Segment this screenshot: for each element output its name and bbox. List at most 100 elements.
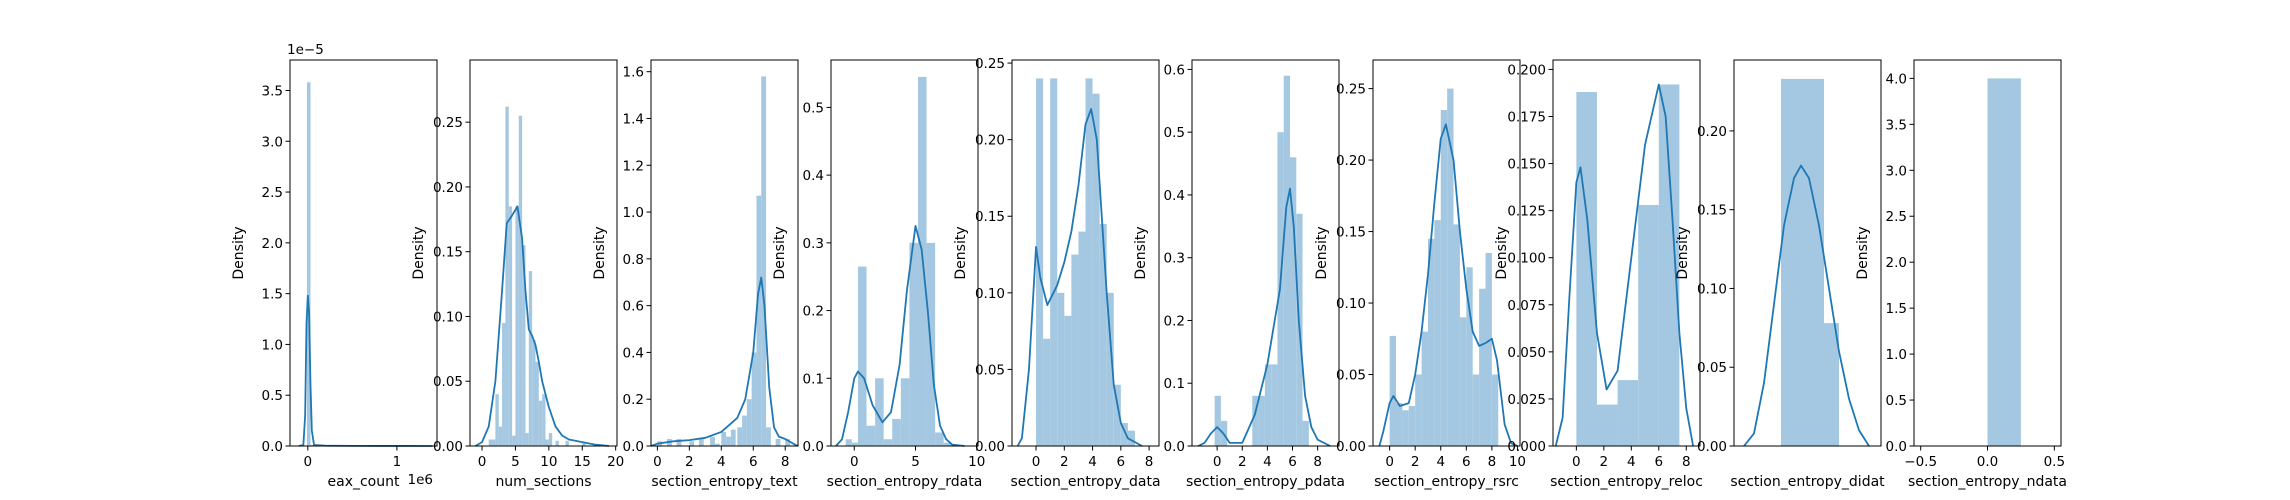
histogram-bar — [883, 439, 893, 446]
y-tick-label: 2.0 — [262, 236, 283, 252]
y-axis-label: Density — [231, 226, 247, 279]
y-tick-label: 0.10 — [1697, 281, 1727, 297]
x-tick-label: 0.0 — [1977, 454, 1998, 470]
subplot-10: 0.00.51.01.52.02.53.03.54.0−0.5 0.0 0.5sec… — [1855, 59, 2067, 490]
histogram-bar — [1617, 380, 1639, 446]
histogram-bar — [866, 425, 876, 446]
histogram-bar — [1092, 93, 1100, 446]
histogram-bar — [1396, 403, 1403, 446]
x-tick-label: 0 — [304, 454, 313, 470]
y-tick-label: 0.4 — [803, 168, 824, 184]
subplot-3: 0.0 0.2 0.4 0.6 0.8 1.0 1.2 1.4 1.6 0 2 4 6 8 section_… — [592, 59, 799, 490]
axes-frame — [1552, 59, 1701, 447]
histogram-bar — [548, 433, 553, 446]
x-axis-label: section_entropy_reloc — [1550, 474, 1703, 490]
x-tick-label: 6 — [749, 454, 758, 470]
y-tick-label: 1.5 — [1886, 301, 1907, 317]
axes-frame — [1372, 59, 1521, 447]
subplot-4: 0.0 0.1 0.2 0.3 0.4 0.5 0 5 10 section_entropy_rd… — [772, 59, 985, 490]
y-tick-label: 0.050 — [1507, 345, 1546, 361]
histogram-bar — [1214, 395, 1221, 446]
histogram-bar — [1491, 374, 1499, 446]
histogram-bar — [1421, 331, 1428, 446]
histogram-bar — [1408, 405, 1416, 446]
y-tick-label: 0.8 — [623, 252, 644, 268]
y-tick-label: 2.0 — [1886, 255, 1907, 271]
y-tick-label: 0.100 — [1507, 251, 1546, 267]
histogram-bar — [737, 427, 743, 446]
y-tick-label: 0.5 — [262, 388, 283, 404]
x-tick-label: 4 — [1088, 454, 1097, 470]
histogram-bar — [1036, 78, 1044, 446]
histogram-bar — [505, 106, 509, 447]
kde-line — [1378, 123, 1518, 447]
histogram-bar — [488, 439, 496, 446]
histogram-bar — [761, 76, 767, 446]
x-axis-label: section_entropy_rsrc — [1374, 474, 1519, 490]
histogram-bar — [689, 441, 695, 446]
histogram-bar — [515, 206, 519, 446]
x-axis-label: section_entropy_text — [651, 474, 798, 490]
y-axis-label: Density — [1314, 226, 1330, 279]
histogram-bar — [1824, 323, 1839, 446]
y-tick-label: 0.0 — [1164, 439, 1185, 455]
y-axis-label: Density — [1855, 226, 1871, 279]
histogram-bar — [1466, 267, 1473, 446]
y-tick-label: 0.150 — [1507, 157, 1546, 173]
histogram-bar — [756, 195, 762, 446]
histogram-bar — [1472, 374, 1480, 446]
histogram-bar — [1638, 204, 1659, 446]
x-tick-label: 2 — [1600, 454, 1609, 470]
x-axis-label: section_entropy_data — [1010, 474, 1160, 490]
y-tick-label: 0.4 — [623, 345, 644, 361]
axes-frame — [469, 59, 618, 447]
kde-line — [650, 276, 799, 447]
histogram-bar — [1283, 75, 1290, 447]
histogram-bar — [1440, 110, 1448, 446]
histogram-bar — [525, 433, 529, 446]
kde-line — [1743, 164, 1870, 447]
x-tick-label: 1 — [393, 454, 402, 470]
axes-frame — [1191, 59, 1340, 447]
x-tick-label: 2 — [1060, 454, 1069, 470]
histogram-bar — [1106, 292, 1114, 446]
x-tick-label: 4 — [1627, 454, 1636, 470]
x-tick-label: 8 — [781, 454, 790, 470]
histogram-bar — [1987, 78, 2021, 446]
axes-frame — [1733, 59, 1882, 447]
histogram-bar — [545, 439, 549, 446]
x-tick-label: 20 — [607, 454, 624, 470]
y-tick-label: 0.25 — [975, 56, 1005, 72]
x-tick-label: 5 — [511, 454, 520, 470]
y-tick-label: 1.6 — [623, 65, 644, 81]
x-tick-label: 15 — [574, 454, 591, 470]
y-axis-label: Density — [1675, 226, 1691, 279]
y-axis-label: Density — [772, 226, 788, 279]
y-tick-label: 0.3 — [803, 236, 824, 252]
y-tick-label: 0.20 — [1697, 124, 1727, 140]
y-tick-label: 0.15 — [433, 245, 463, 261]
subplot-2: 0.00 0.05 0.10 0.15 0.20 0.25 0 5 10 15 20 num_sect… — [411, 59, 624, 490]
x-tick-label: 10 — [540, 454, 557, 470]
histogram-bar — [857, 266, 867, 446]
x-tick-label: 2 — [1238, 454, 1247, 470]
y-tick-label: 0.20 — [1336, 153, 1366, 169]
histogram-bar — [742, 415, 747, 446]
subplot-1: 0.0 0.5 1.0 1.5 2.0 2.5 3.0 3.5 0 1 eax_count Densi… — [231, 42, 438, 490]
y-tick-label: 0.025 — [1507, 392, 1546, 408]
kde-line — [1554, 83, 1695, 447]
x-axis-label: eax_count — [328, 474, 400, 490]
x-tick-label: 6 — [1462, 454, 1471, 470]
x-axis-label: section_entropy_rdata — [827, 474, 983, 490]
histogram-bar — [495, 394, 499, 446]
histogram-bar — [1479, 288, 1486, 446]
y-tick-label: 0.000 — [1507, 439, 1546, 455]
y-tick-label: 0.5 — [803, 100, 824, 116]
y-tick-label: 0.05 — [1336, 368, 1366, 384]
histogram-bar — [522, 245, 526, 446]
x-tick-label: 0 — [850, 454, 859, 470]
histogram-bar — [676, 438, 682, 446]
histogram-bar — [1043, 338, 1051, 446]
